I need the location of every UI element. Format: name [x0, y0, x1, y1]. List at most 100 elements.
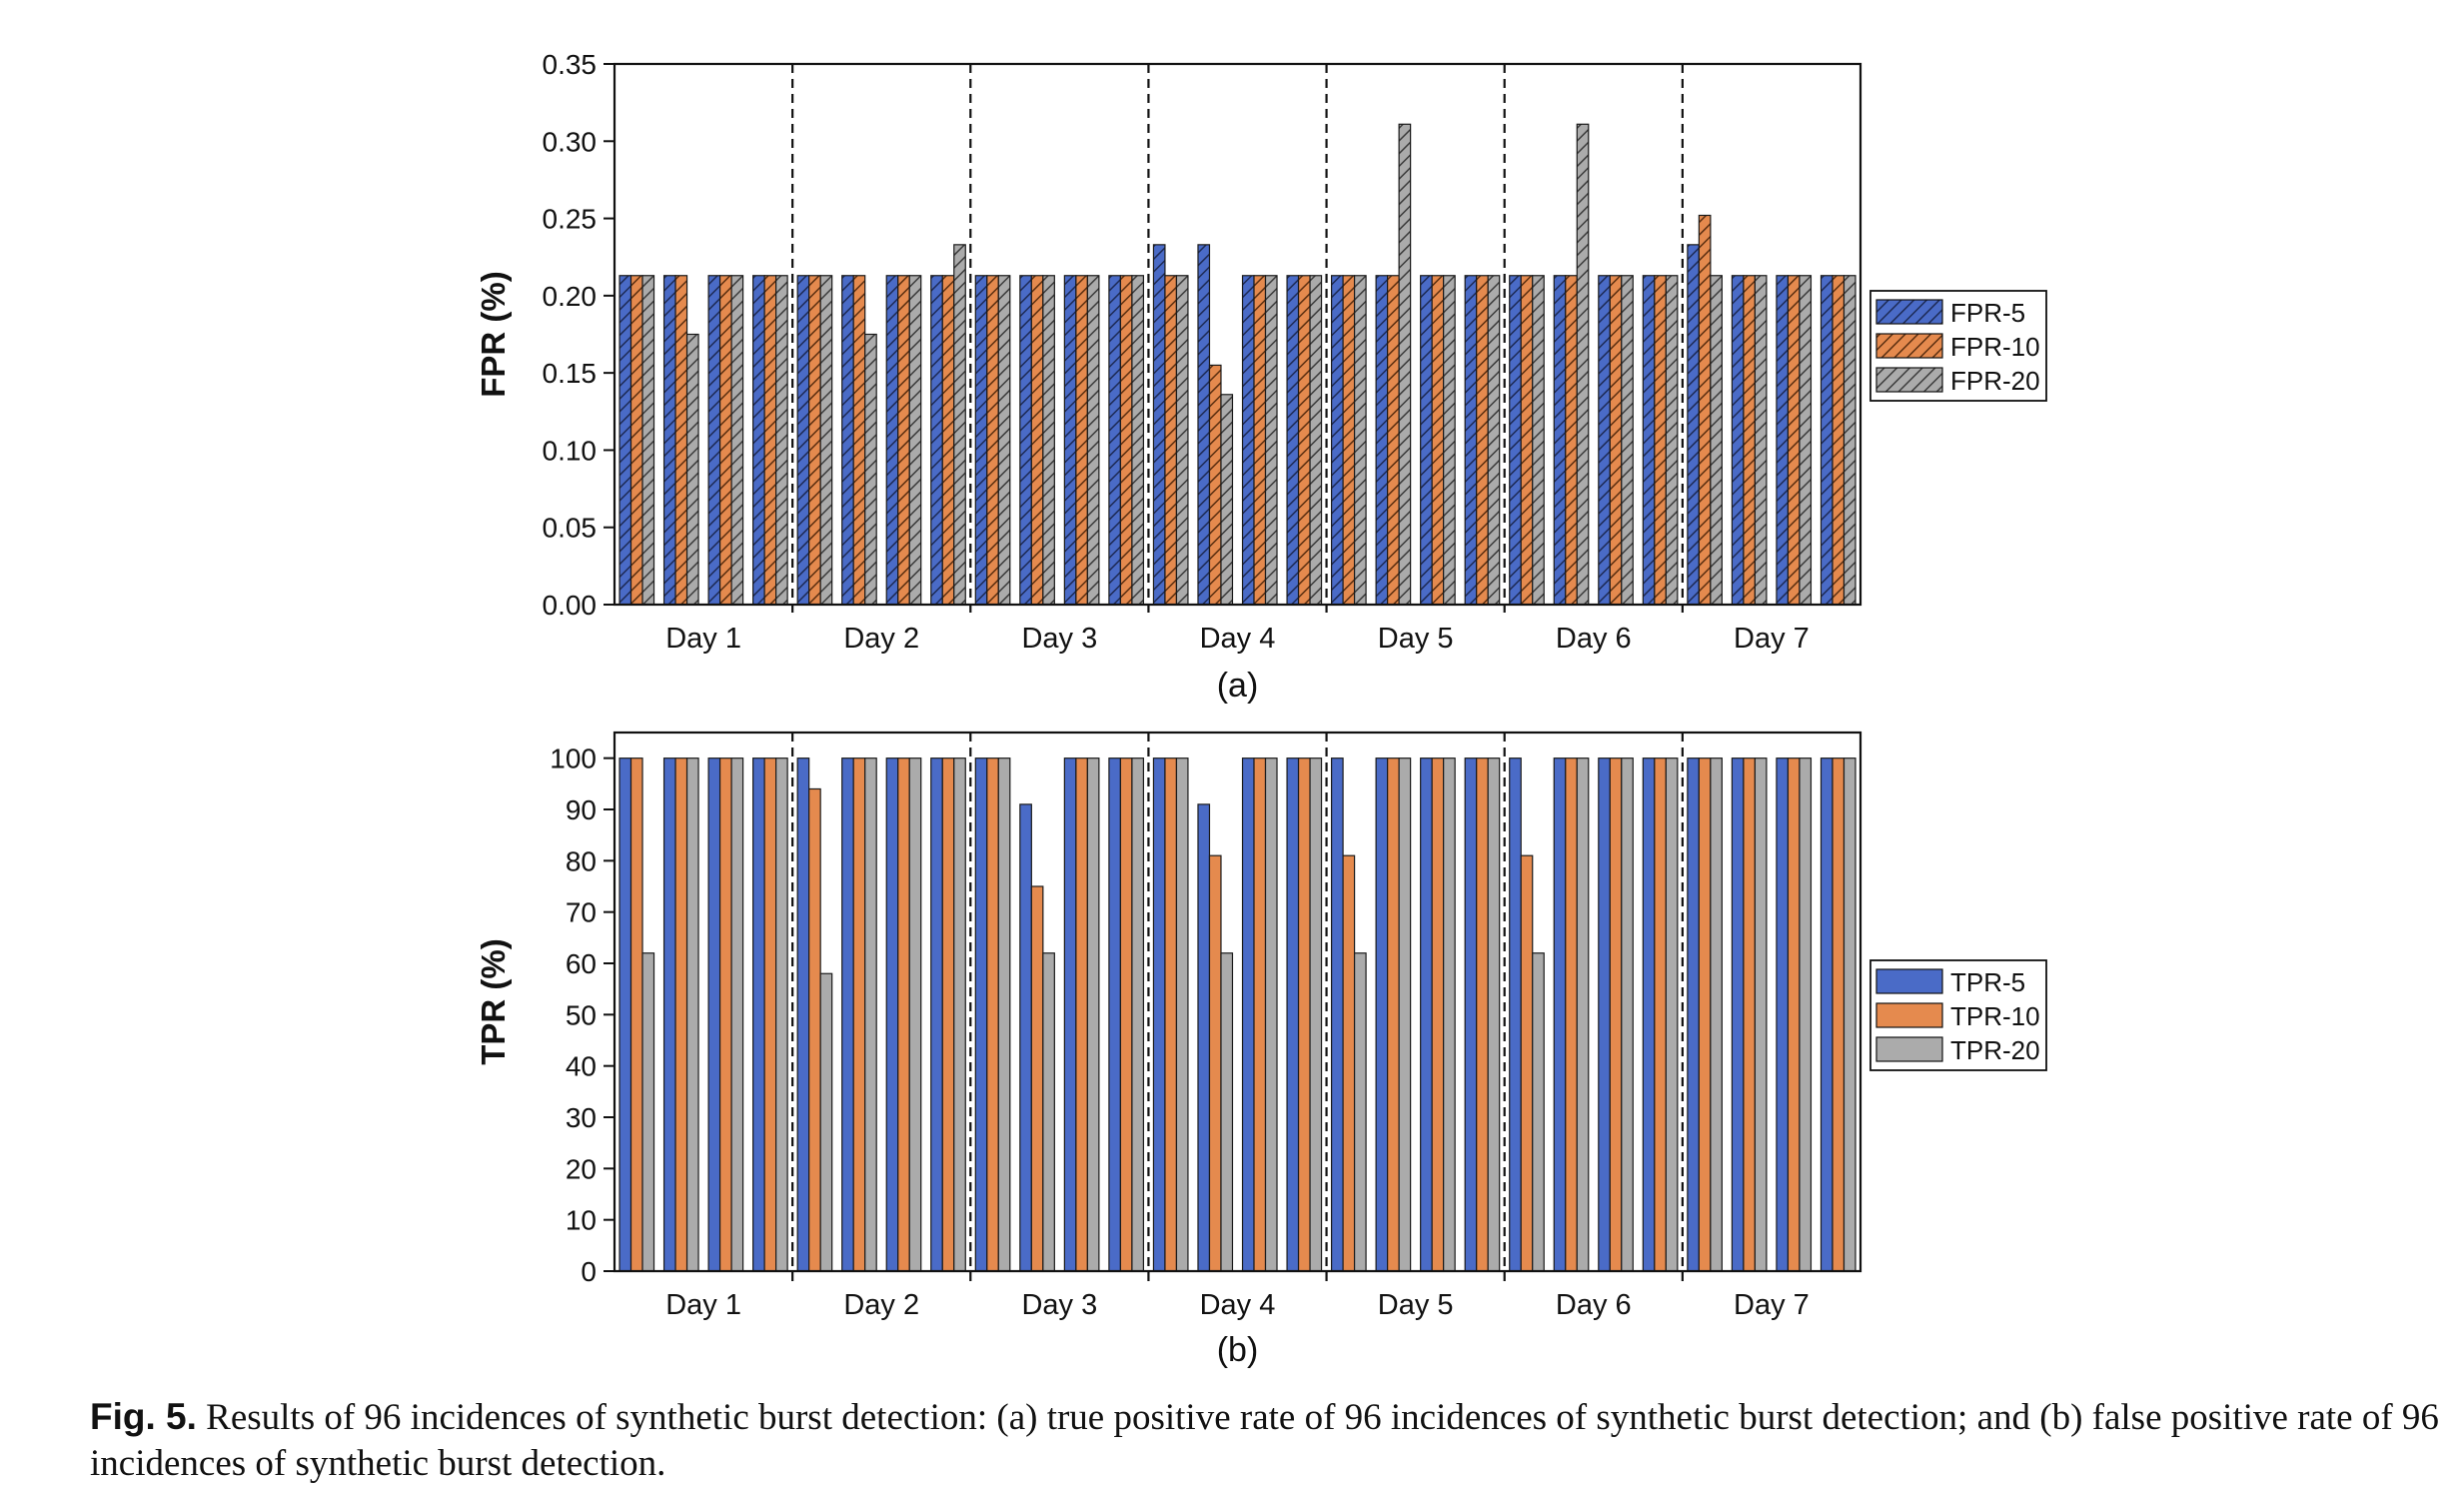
x-tick-label: Day 7 [1734, 1289, 1810, 1321]
bar-fpr-5-12 [1108, 275, 1122, 606]
panel-label: (a) [1217, 667, 1259, 705]
bar-fpr-20-24 [1665, 275, 1679, 606]
bar-fpr-10-1 [629, 275, 643, 606]
bar-fpr-20-17 [1353, 275, 1367, 606]
y-tick-label: 100 [550, 744, 597, 774]
bar-tpr-10-1 [629, 757, 643, 1272]
bar-fpr-5-2 [662, 275, 676, 606]
bar-tpr-5-3 [707, 757, 721, 1272]
bar-tpr-20-20 [1487, 757, 1501, 1272]
bar-tpr-20-8 [953, 757, 966, 1272]
bar-tpr-20-22 [1576, 757, 1590, 1272]
bar-fpr-10-12 [1119, 275, 1133, 606]
bar-tpr-20-19 [1443, 757, 1456, 1272]
bar-tpr-10-13 [1164, 757, 1178, 1272]
bar-tpr-10-23 [1609, 757, 1623, 1272]
y-tick-label: 0.15 [543, 358, 598, 389]
caption-text: Results of 96 incidences of synthetic bu… [90, 1397, 2439, 1484]
legend-label: TPR-10 [1950, 1001, 2040, 1031]
legend-label: FPR-10 [1950, 332, 2040, 362]
bar-fpr-5-17 [1330, 275, 1344, 606]
x-tick-label: Day 4 [1200, 1289, 1276, 1321]
bar-fpr-10-9 [986, 275, 999, 606]
bar-fpr-10-27 [1787, 275, 1801, 606]
bar-fpr-10-19 [1431, 275, 1445, 606]
bar-tpr-5-23 [1598, 757, 1611, 1272]
bar-fpr-5-3 [707, 275, 721, 606]
bar-tpr-20-27 [1799, 757, 1813, 1272]
bar-fpr-10-21 [1520, 275, 1534, 606]
bar-fpr-5-1 [618, 275, 632, 606]
bar-tpr-5-8 [930, 757, 943, 1272]
bar-fpr-10-4 [763, 275, 777, 606]
bar-tpr-5-28 [1820, 757, 1834, 1272]
y-tick-label: 0.10 [543, 435, 598, 466]
y-tick-label: 0 [581, 1256, 597, 1287]
bar-fpr-10-8 [941, 275, 955, 606]
bar-tpr-5-6 [841, 757, 854, 1272]
bar-fpr-10-25 [1698, 214, 1712, 606]
x-tick-label: Day 7 [1734, 623, 1810, 655]
bar-fpr-20-5 [819, 275, 833, 606]
bar-fpr-20-13 [1175, 275, 1189, 606]
bar-tpr-5-20 [1464, 757, 1478, 1272]
bar-fpr-5-5 [796, 275, 810, 606]
bar-tpr-5-12 [1108, 757, 1122, 1272]
bar-fpr-10-7 [897, 275, 910, 606]
tpr-chart: 0 10 20 30 40 50 60 70 80 90 100 Day 1 Day 2 Day 3 Day… [475, 731, 2047, 1369]
bar-tpr-10-10 [1030, 885, 1044, 1272]
bar-fpr-5-9 [974, 275, 988, 606]
plot-frame [613, 731, 1862, 1273]
bar-fpr-20-6 [864, 333, 877, 606]
bar-tpr-10-28 [1832, 757, 1846, 1272]
bar-tpr-10-9 [986, 757, 999, 1272]
fpr-chart: 0.00 0.05 0.10 0.15 0.20 0.25 0.30 0.35 Day 1 Day… [475, 49, 2047, 705]
bar-fpr-10-15 [1253, 275, 1267, 606]
bar-fpr-5-15 [1241, 275, 1255, 606]
bar-tpr-10-14 [1208, 854, 1222, 1272]
x-tick-label: Day 1 [665, 623, 741, 655]
bar-tpr-20-16 [1309, 757, 1323, 1272]
bar-fpr-20-22 [1576, 123, 1590, 606]
bar-fpr-5-4 [752, 275, 765, 606]
bar-tpr-5-27 [1776, 757, 1790, 1272]
y-tick-label: 70 [566, 897, 597, 928]
bar-tpr-10-6 [852, 757, 866, 1272]
bar-tpr-10-26 [1743, 757, 1757, 1272]
x-tick-label: Day 6 [1556, 1289, 1632, 1321]
bar-tpr-10-17 [1342, 854, 1356, 1272]
bar-tpr-20-11 [1086, 757, 1100, 1272]
y-tick-label: 0.00 [543, 590, 598, 621]
x-tick-label: Day 2 [843, 623, 919, 655]
bar-fpr-20-10 [1042, 275, 1055, 606]
bar-tpr-10-24 [1654, 757, 1667, 1272]
bar-fpr-5-25 [1687, 244, 1700, 606]
bar-tpr-5-18 [1375, 757, 1389, 1272]
bar-tpr-10-8 [941, 757, 955, 1272]
bar-fpr-5-10 [1019, 275, 1032, 606]
bar-tpr-10-7 [897, 757, 910, 1272]
bar-fpr-5-19 [1420, 275, 1433, 606]
bar-fpr-5-6 [841, 275, 854, 606]
bar-tpr-5-5 [796, 757, 810, 1272]
x-tick-label: Day 2 [843, 1289, 919, 1321]
bar-fpr-10-13 [1164, 275, 1178, 606]
bar-fpr-5-24 [1642, 275, 1656, 606]
bar-fpr-20-25 [1710, 275, 1723, 606]
bar-fpr-5-11 [1063, 275, 1077, 606]
bar-fpr-10-14 [1208, 364, 1222, 606]
bar-fpr-20-21 [1532, 275, 1545, 606]
plot-frame [613, 62, 1862, 607]
bar-tpr-20-15 [1264, 757, 1278, 1272]
bar-tpr-20-7 [908, 757, 922, 1272]
bar-fpr-5-7 [885, 275, 899, 606]
bar-fpr-10-20 [1476, 275, 1489, 606]
y-tick-label: 30 [566, 1102, 597, 1133]
bar-fpr-10-18 [1387, 275, 1400, 606]
bar-tpr-5-15 [1241, 757, 1255, 1272]
bar-fpr-20-11 [1086, 275, 1100, 606]
bar-tpr-10-5 [808, 787, 821, 1272]
bar-fpr-10-3 [718, 275, 732, 606]
bar-fpr-10-17 [1342, 275, 1356, 606]
bar-fpr-10-5 [808, 275, 821, 606]
